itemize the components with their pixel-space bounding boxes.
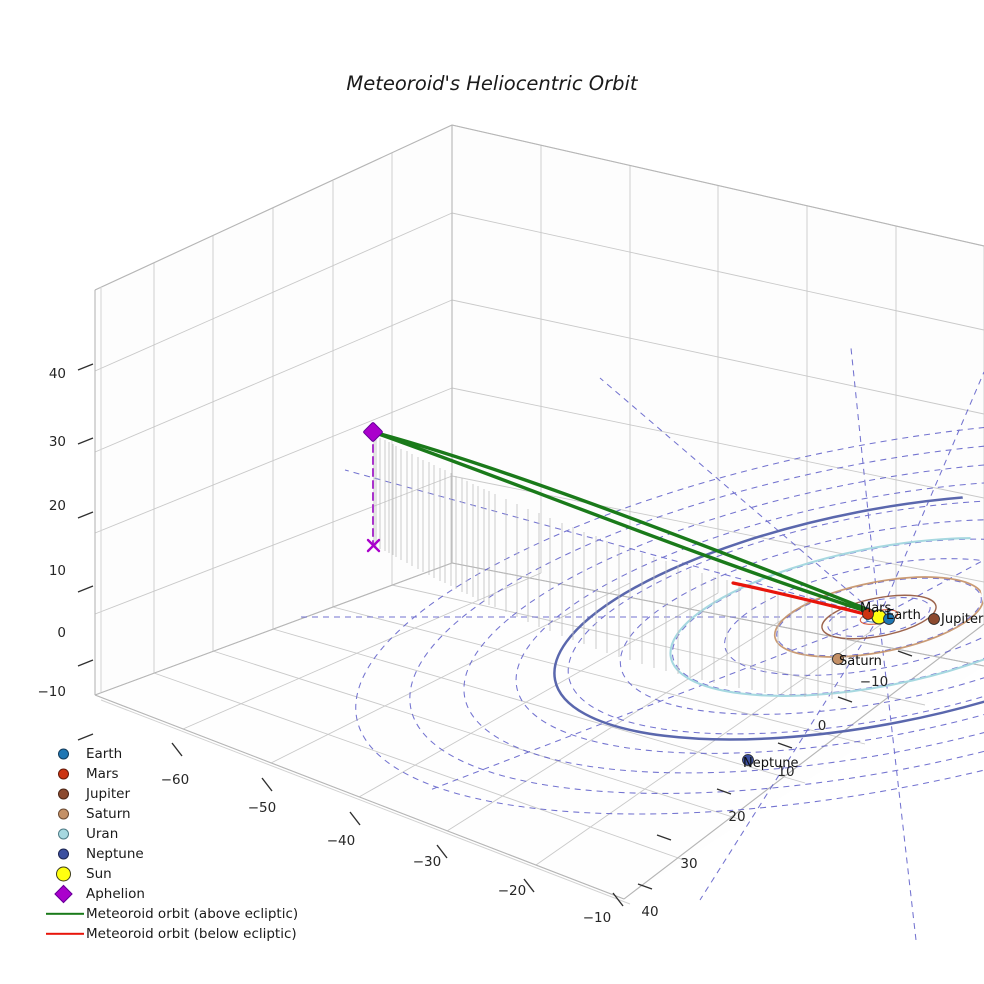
planet-marker-mars[interactable] [862, 608, 874, 620]
legend-item-earth[interactable]: Earth [44, 744, 344, 764]
planet-marker-earth[interactable] [883, 613, 895, 625]
legend-item-jupiter[interactable]: Jupiter [44, 784, 344, 804]
x-axis-ticks [171, 742, 624, 907]
y-tick-2: 10 [777, 764, 794, 780]
legend-marker-saturn [44, 804, 86, 824]
legend-item-orbit-below[interactable]: Meteoroid orbit (below ecliptic) [44, 924, 344, 944]
label-earth: Earth [886, 608, 921, 623]
x-tick-0: −60 [161, 772, 190, 788]
legend-label-orbit-above: Meteoroid orbit (above ecliptic) [86, 906, 299, 922]
legend-label-mars: Mars [86, 766, 119, 782]
label-jupiter: Jupiter [940, 612, 984, 627]
x-tick-1: −50 [248, 800, 277, 816]
legend-label-jupiter: Jupiter [86, 786, 131, 802]
x-axis-tick-labels: −60 −50 −40 −30 −20 −10 [161, 772, 612, 926]
z-tick-2: 20 [49, 498, 66, 514]
orbit-below-ecliptic [731, 581, 875, 618]
label-neptune: Neptune [743, 756, 799, 771]
legend-label-sun: Sun [86, 866, 112, 882]
aphelion-marker[interactable] [363, 422, 383, 442]
x-tick-5: −10 [583, 910, 612, 926]
x-tick-3: −30 [413, 854, 442, 870]
legend-label-aphelion: Aphelion [86, 886, 145, 902]
legend-marker-jupiter [44, 784, 86, 804]
orbit-uranus [669, 537, 984, 697]
y-tick-1: 0 [818, 718, 827, 734]
z-tick-1: 30 [49, 434, 66, 450]
label-mars: Mars [860, 601, 892, 616]
y-tick-5: 40 [641, 904, 658, 920]
legend-item-uranus[interactable]: Uran [44, 824, 344, 844]
legend-label-earth: Earth [86, 746, 123, 762]
axis-spine-offset [100, 287, 631, 905]
y-axis-tick-labels: −10 0 10 20 30 40 [641, 674, 888, 920]
legend-item-orbit-above[interactable]: Meteoroid orbit (above ecliptic) [44, 904, 344, 924]
stem-group [373, 434, 847, 699]
polar-rings [355, 419, 984, 815]
legend-marker-aphelion [44, 884, 86, 904]
y-tick-0: −10 [860, 674, 889, 690]
orbit-above-ecliptic-inbound [371, 430, 876, 614]
aphelion-projection-marker [366, 538, 381, 553]
legend-item-mars[interactable]: Mars [44, 764, 344, 784]
orbit-above-ecliptic-outbound [371, 430, 877, 616]
legend-line-above-ecliptic [44, 904, 86, 924]
legend: Earth Mars Jupiter Saturn Uran [44, 744, 344, 944]
z-tick-5: −10 [38, 684, 67, 700]
planet-marker-saturn[interactable] [832, 653, 844, 665]
planet-marker-jupiter[interactable] [928, 613, 940, 625]
legend-item-saturn[interactable]: Saturn [44, 804, 344, 824]
z-tick-4: 0 [57, 625, 66, 641]
y-tick-3: 20 [728, 809, 745, 825]
legend-item-sun[interactable]: Sun [44, 864, 344, 884]
legend-label-uranus: Uran [86, 826, 119, 842]
x-tick-4: −20 [498, 883, 527, 899]
legend-marker-sun [44, 864, 86, 884]
legend-label-neptune: Neptune [86, 846, 144, 862]
pane-floor [95, 563, 984, 899]
legend-item-aphelion[interactable]: Aphelion [44, 884, 344, 904]
chart-title: Meteoroid's Heliocentric Orbit [346, 72, 638, 95]
y-tick-4: 30 [680, 856, 697, 872]
y-axis-ticks [637, 650, 913, 890]
z-tick-3: 10 [49, 563, 66, 579]
orbit-neptune [553, 493, 984, 741]
x-tick-2: −40 [327, 833, 356, 849]
legend-marker-neptune [44, 844, 86, 864]
legend-label-saturn: Saturn [86, 806, 131, 822]
legend-marker-mars [44, 764, 86, 784]
planet-marker-neptune[interactable] [742, 754, 754, 766]
legend-marker-earth [44, 744, 86, 764]
z-axis-tick-labels: 40 30 20 10 0 −10 [38, 366, 67, 700]
legend-marker-uranus [44, 824, 86, 844]
z-tick-0: 40 [49, 366, 66, 382]
orbit-jupiter [821, 594, 937, 640]
legend-label-orbit-below: Meteoroid orbit (below ecliptic) [86, 926, 297, 942]
axis-spines-3d [94, 124, 984, 900]
z-axis-ticks [77, 363, 94, 741]
legend-item-neptune[interactable]: Neptune [44, 844, 344, 864]
pane-left-wall [95, 125, 452, 695]
legend-line-below-ecliptic [44, 924, 86, 944]
label-saturn: Saturn [839, 654, 882, 669]
